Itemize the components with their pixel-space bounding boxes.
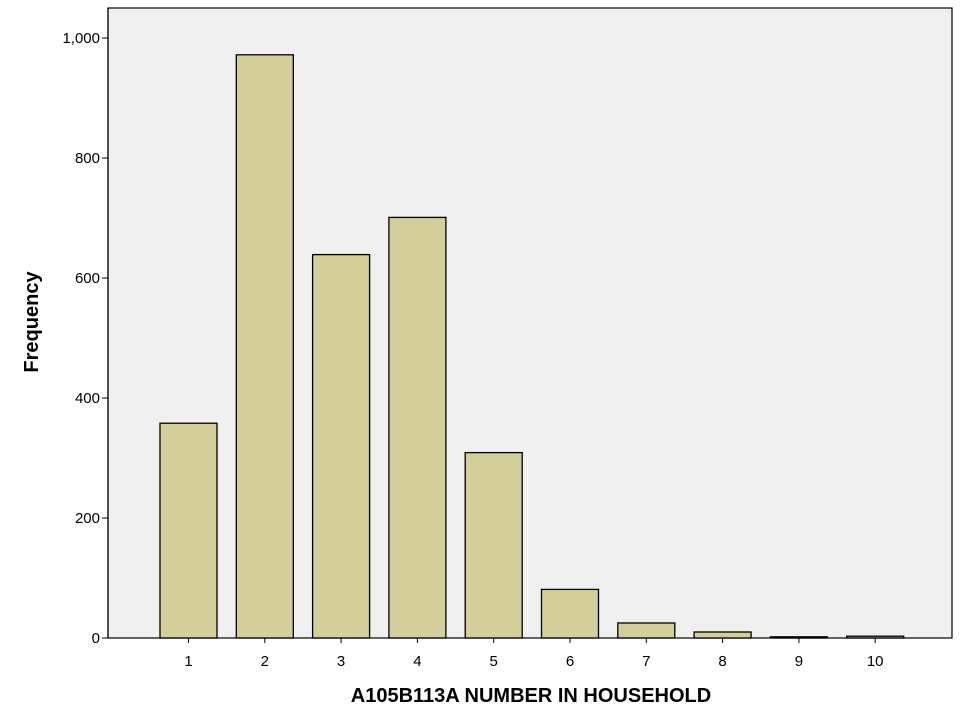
y-tick-label: 200 — [75, 510, 100, 527]
x-tick-label: 2 — [261, 653, 269, 670]
x-axis-title: A105B113A NUMBER IN HOUSEHOLD — [351, 685, 711, 707]
x-tick-label: 8 — [718, 653, 726, 670]
x-tick-label: 3 — [337, 653, 345, 670]
y-tick-label: 1,000 — [62, 30, 100, 47]
y-tick-label: 600 — [75, 270, 100, 287]
x-tick-label: 5 — [490, 653, 498, 670]
bar-1 — [159, 422, 218, 639]
y-tick-label: 0 — [92, 630, 100, 647]
x-tick-label: 10 — [867, 653, 884, 670]
y-tick-label: 800 — [75, 150, 100, 167]
bar-7 — [617, 622, 676, 639]
bar-6 — [540, 588, 600, 639]
bars-group — [159, 54, 905, 639]
bar-10 — [846, 635, 905, 639]
bar-8 — [693, 631, 752, 639]
bar-2 — [235, 54, 294, 639]
x-tick-label: 6 — [566, 653, 574, 670]
x-tick-label: 4 — [413, 653, 421, 670]
y-axis: 0 200 400 600 800 1,000 — [62, 8, 109, 647]
plot-area — [107, 7, 953, 639]
bar-5 — [464, 451, 523, 639]
x-axis: 1 2 3 4 5 6 7 8 9 10 — [184, 638, 884, 670]
x-tick-label: 9 — [795, 653, 803, 670]
x-tick-label: 7 — [642, 653, 650, 670]
y-axis-title: Frequency — [21, 271, 43, 373]
y-tick-label: 400 — [75, 390, 100, 407]
bar-4 — [388, 216, 447, 639]
bar-9 — [769, 636, 829, 639]
x-tick-label: 1 — [184, 653, 192, 670]
bar-3 — [311, 253, 371, 639]
